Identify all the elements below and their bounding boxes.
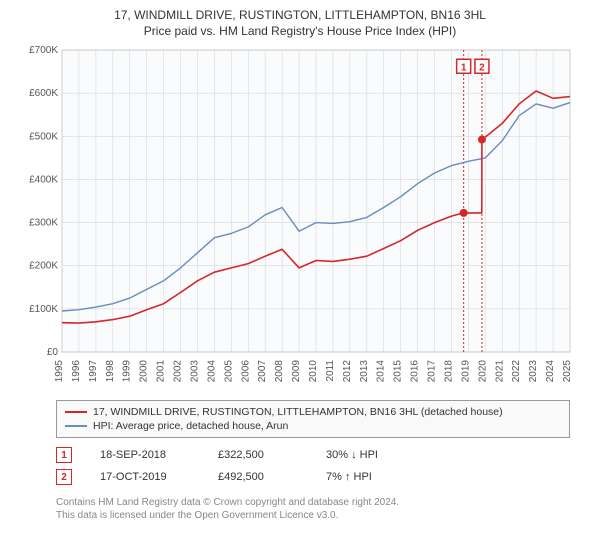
svg-text:2013: 2013: [359, 360, 370, 383]
legend-label: 17, WINDMILL DRIVE, RUSTINGTON, LITTLEHA…: [93, 406, 503, 418]
event-table: 1 18-SEP-2018 £322,500 30% ↓ HPI 2 17-OC…: [56, 444, 570, 488]
svg-text:2015: 2015: [393, 360, 404, 383]
legend-swatch: [65, 425, 87, 427]
legend-row: 17, WINDMILL DRIVE, RUSTINGTON, LITTLEHA…: [65, 405, 561, 419]
svg-text:2016: 2016: [410, 360, 421, 383]
svg-text:£100K: £100K: [29, 304, 58, 315]
event-date: 18-SEP-2018: [100, 449, 190, 461]
chart-subtitle: Price paid vs. HM Land Registry's House …: [0, 22, 600, 44]
svg-text:2024: 2024: [545, 360, 556, 383]
svg-text:2011: 2011: [325, 360, 336, 382]
event-price: £322,500: [218, 449, 298, 461]
svg-text:1999: 1999: [122, 360, 133, 383]
legend-swatch: [65, 411, 87, 413]
svg-text:£600K: £600K: [29, 88, 58, 99]
line-chart-svg: £0 £100K £200K £300K £400K £500K £600K £700K 199…: [20, 44, 580, 394]
chart-area: £0 £100K £200K £300K £400K £500K £600K £700K 199…: [20, 44, 580, 394]
svg-text:1: 1: [461, 62, 467, 73]
event-marker-box: 1: [56, 447, 72, 463]
svg-text:2012: 2012: [342, 360, 353, 383]
svg-text:2002: 2002: [173, 360, 184, 383]
svg-text:£400K: £400K: [29, 174, 58, 185]
event-marker-number: 1: [61, 450, 67, 461]
svg-text:2017: 2017: [427, 360, 438, 383]
svg-text:1998: 1998: [105, 360, 116, 383]
svg-text:2004: 2004: [206, 360, 217, 383]
svg-text:2019: 2019: [460, 360, 471, 383]
event-row: 1 18-SEP-2018 £322,500 30% ↓ HPI: [56, 444, 570, 466]
svg-text:2018: 2018: [443, 360, 454, 383]
svg-text:2007: 2007: [257, 360, 268, 383]
svg-text:2003: 2003: [189, 360, 200, 383]
legend-box: 17, WINDMILL DRIVE, RUSTINGTON, LITTLEHA…: [56, 400, 570, 438]
footnote-line: This data is licensed under the Open Gov…: [56, 509, 570, 522]
event-price: £492,500: [218, 471, 298, 483]
footnote: Contains HM Land Registry data © Crown c…: [56, 496, 570, 522]
svg-text:1997: 1997: [88, 360, 99, 383]
event-diff: 30% ↓ HPI: [326, 449, 416, 461]
svg-text:2010: 2010: [308, 360, 319, 383]
svg-text:1995: 1995: [54, 360, 65, 383]
legend-row: HPI: Average price, detached house, Arun: [65, 419, 561, 433]
svg-text:2001: 2001: [156, 360, 167, 383]
svg-text:2: 2: [479, 62, 485, 73]
svg-text:2000: 2000: [139, 360, 150, 383]
svg-text:1996: 1996: [71, 360, 82, 383]
svg-text:2023: 2023: [528, 360, 539, 383]
svg-text:2009: 2009: [291, 360, 302, 383]
legend-label: HPI: Average price, detached house, Arun: [93, 420, 288, 432]
svg-text:£0: £0: [47, 347, 59, 358]
svg-text:2008: 2008: [274, 360, 285, 383]
event-marker-number: 2: [61, 472, 67, 483]
event-row: 2 17-OCT-2019 £492,500 7% ↑ HPI: [56, 466, 570, 488]
event-marker-box: 2: [56, 469, 72, 485]
svg-text:2014: 2014: [376, 360, 387, 383]
chart-title: 17, WINDMILL DRIVE, RUSTINGTON, LITTLEHA…: [0, 0, 600, 22]
event-diff: 7% ↑ HPI: [326, 471, 416, 483]
svg-text:£500K: £500K: [29, 131, 58, 142]
event-date: 17-OCT-2019: [100, 471, 190, 483]
svg-text:2025: 2025: [562, 360, 573, 383]
svg-text:2020: 2020: [477, 360, 488, 383]
svg-text:2021: 2021: [494, 360, 505, 383]
svg-text:2022: 2022: [511, 360, 522, 383]
svg-text:£700K: £700K: [29, 45, 58, 56]
svg-text:2005: 2005: [223, 360, 234, 383]
footnote-line: Contains HM Land Registry data © Crown c…: [56, 496, 570, 509]
svg-text:£200K: £200K: [29, 261, 58, 272]
svg-text:2006: 2006: [240, 360, 251, 383]
svg-text:£300K: £300K: [29, 218, 58, 229]
